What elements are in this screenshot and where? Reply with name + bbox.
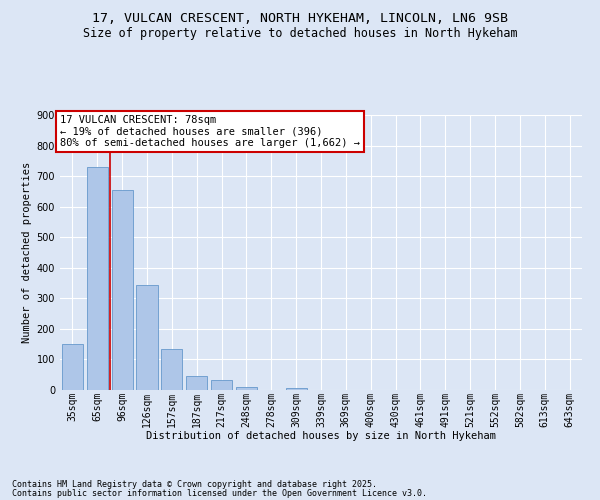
Bar [236,387,257,390]
X-axis label: Distribution of detached houses by size in North Hykeham: Distribution of detached houses by size … [146,431,496,441]
Text: 17 VULCAN CRESCENT: 78sqm
← 19% of detached houses are smaller (396)
80% of semi: 17 VULCAN CRESCENT: 78sqm ← 19% of detac… [60,115,360,148]
Bar [136,284,158,390]
Bar [286,388,307,390]
Text: Contains public sector information licensed under the Open Government Licence v3: Contains public sector information licen… [12,489,427,498]
Bar [112,190,133,390]
Text: Size of property relative to detached houses in North Hykeham: Size of property relative to detached ho… [83,28,517,40]
Text: 17, VULCAN CRESCENT, NORTH HYKEHAM, LINCOLN, LN6 9SB: 17, VULCAN CRESCENT, NORTH HYKEHAM, LINC… [92,12,508,26]
Bar [161,349,182,390]
Text: Contains HM Land Registry data © Crown copyright and database right 2025.: Contains HM Land Registry data © Crown c… [12,480,377,489]
Y-axis label: Number of detached properties: Number of detached properties [22,162,32,343]
Bar [87,167,108,390]
Bar [62,344,83,390]
Bar [211,380,232,390]
Bar [186,376,207,390]
